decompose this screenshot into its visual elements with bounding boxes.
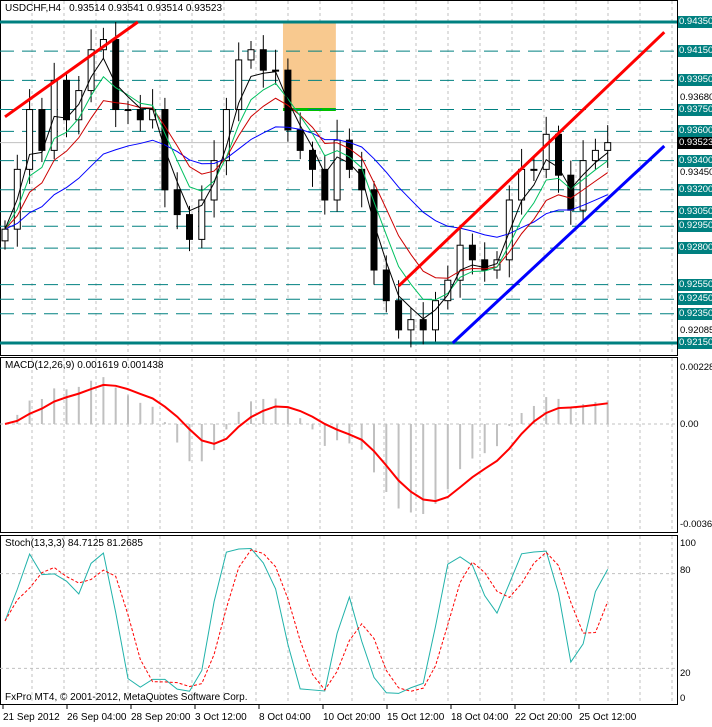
date-axis-label: 8 Oct 04:00 <box>259 712 311 723</box>
current-price-label: 0.93523 <box>678 136 712 149</box>
macd-axis-tick: -0.00368 <box>680 519 712 530</box>
candle-body <box>432 300 439 331</box>
candle-body <box>321 168 329 201</box>
level-price-label: 0.93400 <box>678 154 712 167</box>
trendline-red <box>397 31 666 288</box>
chart-header: USDCHF,H4 0.93514 0.93541 0.93514 0.9352… <box>5 3 222 15</box>
level-price-label: 0.92800 <box>678 242 712 255</box>
candle-body <box>38 109 46 151</box>
date-axis-label: 28 Sep 20:00 <box>131 712 191 723</box>
stoch-title: Stoch(13,3,3) 84.7125 81.2685 <box>5 538 143 549</box>
candle-body <box>136 109 144 121</box>
candle-body <box>444 279 452 302</box>
highlight-zone <box>282 22 336 110</box>
level-price-label: 0.92950 <box>678 220 712 233</box>
candle-body <box>112 39 120 111</box>
price-axis-tick: 0.92085 <box>680 325 712 337</box>
level-price-label: 0.92550 <box>678 278 712 291</box>
candle-body <box>235 59 243 111</box>
candle-body <box>1 228 9 242</box>
level-price-label: 0.93600 <box>678 125 712 138</box>
level-price-label: 0.94350 <box>678 16 712 28</box>
candle-body <box>186 214 193 240</box>
level-price-label: 0.93050 <box>678 205 712 218</box>
moving-average-green <box>4 76 608 301</box>
candle-body <box>542 133 550 170</box>
candle-body <box>259 49 267 71</box>
candle-body <box>591 149 599 162</box>
candle-body <box>345 139 353 170</box>
price-axis-tick: 0.93450 <box>680 167 712 179</box>
moving-average-red <box>4 97 608 279</box>
level-price-label: 0.94150 <box>678 45 712 58</box>
candle-body <box>579 160 587 211</box>
date-axis-label: 25 Oct 12:00 <box>579 712 637 723</box>
date-axis-label: 10 Oct 20:00 <box>323 712 381 723</box>
date-axis-label: 18 Oct 04:00 <box>451 712 509 723</box>
candle-body <box>456 244 464 281</box>
stoch-axis-tick: 0 <box>680 693 686 704</box>
candle-body <box>395 300 403 331</box>
candle-body <box>530 168 538 171</box>
candle-body <box>481 259 489 271</box>
panel-frame <box>0 535 678 705</box>
level-price-label: 0.93200 <box>678 183 712 196</box>
candle-body <box>124 109 132 112</box>
level-price-label: 0.93950 <box>678 74 712 87</box>
chart-symbol: USDCHF,H4 <box>5 3 62 14</box>
candle-body <box>358 168 366 191</box>
candle-body <box>63 79 70 121</box>
candle-body <box>567 174 575 211</box>
candle-body <box>468 244 476 261</box>
stoch-axis-tick: 80 <box>680 565 691 576</box>
trendline-blue <box>451 144 666 345</box>
candle-body <box>555 133 562 176</box>
candle-body <box>75 90 83 121</box>
candle-body <box>604 142 612 151</box>
stoch-axis-tick: 20 <box>680 668 691 679</box>
candle-body <box>198 199 206 240</box>
candle-body <box>272 69 280 72</box>
candle-body <box>333 139 341 201</box>
macd-axis-tick: 0.00 <box>680 419 699 430</box>
candle-body <box>173 189 181 216</box>
candle-body <box>505 199 513 261</box>
candle-body <box>26 109 34 170</box>
date-axis-label: 3 Oct 12:00 <box>195 712 247 723</box>
trendline-red <box>4 20 139 119</box>
candle-body <box>247 49 255 61</box>
stoch-signal-line <box>4 549 609 692</box>
moving-average-blue <box>4 126 608 238</box>
candle-body <box>419 319 427 331</box>
candle-body <box>518 168 526 201</box>
candle-body <box>296 129 304 151</box>
level-price-label: 0.92350 <box>678 307 712 320</box>
macd-title: MACD(12,26,9) 0.001619 0.001438 <box>5 360 164 371</box>
ohlc-readout: 0.93514 0.93541 0.93514 0.93523 <box>69 3 223 14</box>
date-axis-label: 26 Sep 04:00 <box>67 712 127 723</box>
macd-signal-line <box>4 383 608 503</box>
panel-frame <box>0 357 678 533</box>
stoch-main-line <box>4 547 609 694</box>
candle-body <box>309 149 316 170</box>
date-axis-label: 21 Sep 2012 <box>3 712 60 723</box>
macd-axis-tick: 0.00228 <box>680 362 712 373</box>
candle-body <box>370 189 378 271</box>
candle-body <box>407 319 415 331</box>
copyright: FxPro MT4, © 2001-2012, MetaQuotes Softw… <box>5 692 248 703</box>
candle-body <box>50 79 58 151</box>
level-price-label: 0.93750 <box>678 103 712 116</box>
date-axis-label: 15 Oct 12:00 <box>387 712 445 723</box>
candle-body <box>382 269 390 302</box>
level-price-label: 0.92450 <box>678 293 712 306</box>
moving-average-black <box>4 57 609 320</box>
level-price-label: 0.92150 <box>678 336 712 349</box>
candle-body <box>87 49 95 92</box>
date-axis-label: 22 Oct 20:00 <box>515 712 573 723</box>
stoch-axis-tick: 100 <box>680 538 696 549</box>
price-axis-tick: 0.93680 <box>680 91 712 103</box>
panel-frame <box>0 0 678 356</box>
